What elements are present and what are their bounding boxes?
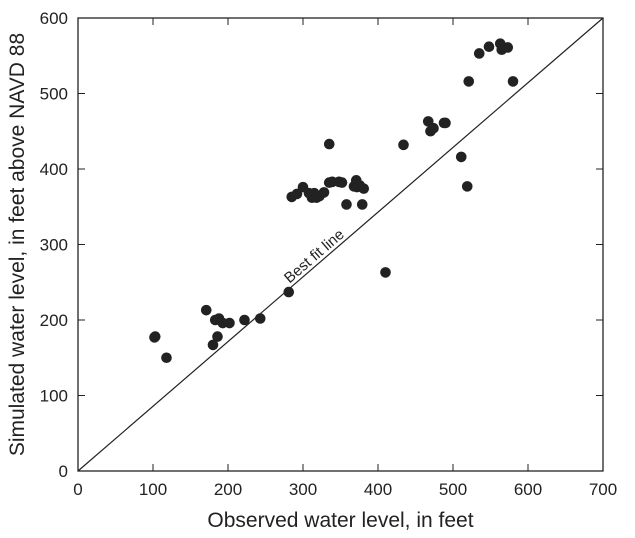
y-tick-label: 500 xyxy=(40,85,68,104)
data-points xyxy=(149,38,519,364)
x-axis-ticks: 0 100 200 300 400 500 600 700 xyxy=(73,18,617,499)
data-point xyxy=(473,48,485,59)
y-tick-label: 600 xyxy=(40,9,68,28)
x-tick-label: 700 xyxy=(589,480,617,499)
y-tick-label: 400 xyxy=(40,160,68,179)
data-point xyxy=(380,267,391,278)
plot-frame xyxy=(77,17,604,472)
best-fit-line-label: Best fit line xyxy=(281,226,348,287)
x-tick-label: 100 xyxy=(139,480,167,499)
data-point xyxy=(461,181,473,192)
data-point xyxy=(440,117,451,129)
data-point xyxy=(149,331,161,342)
data-point xyxy=(358,183,370,194)
data-point xyxy=(356,199,368,210)
data-point xyxy=(161,352,172,364)
x-tick-label: 300 xyxy=(289,480,317,499)
data-point xyxy=(254,313,266,324)
x-tick-label: 400 xyxy=(364,480,392,499)
x-tick-label: 200 xyxy=(214,480,242,499)
data-point xyxy=(207,339,219,351)
x-tick-label: 500 xyxy=(439,480,467,499)
data-point xyxy=(212,331,223,342)
y-tick-label: 100 xyxy=(40,387,68,406)
x-tick-label: 600 xyxy=(514,480,542,499)
data-point xyxy=(291,188,303,200)
data-point xyxy=(455,151,467,163)
data-point xyxy=(283,286,295,298)
y-axis-ticks: 0 100 200 300 400 500 600 xyxy=(40,9,603,481)
data-point xyxy=(318,187,330,198)
x-tick-label: 0 xyxy=(73,480,82,499)
best-fit-line xyxy=(77,17,604,472)
x-axis-title: Observed water level, in feet xyxy=(207,509,473,532)
data-point xyxy=(463,76,475,87)
y-tick-label: 0 xyxy=(59,462,68,481)
data-point xyxy=(341,199,352,210)
data-point xyxy=(398,139,409,151)
y-tick-label: 300 xyxy=(40,236,68,255)
data-point xyxy=(224,317,235,329)
data-point xyxy=(483,41,495,52)
y-axis-title: Simulated water level, in feet above NAV… xyxy=(6,33,29,456)
y-tick-label: 200 xyxy=(40,311,68,330)
data-point xyxy=(323,138,335,150)
data-point xyxy=(428,122,439,134)
data-point xyxy=(502,42,514,53)
data-point xyxy=(336,177,348,188)
data-point xyxy=(200,304,212,316)
data-point xyxy=(239,314,250,326)
data-point xyxy=(507,76,519,87)
